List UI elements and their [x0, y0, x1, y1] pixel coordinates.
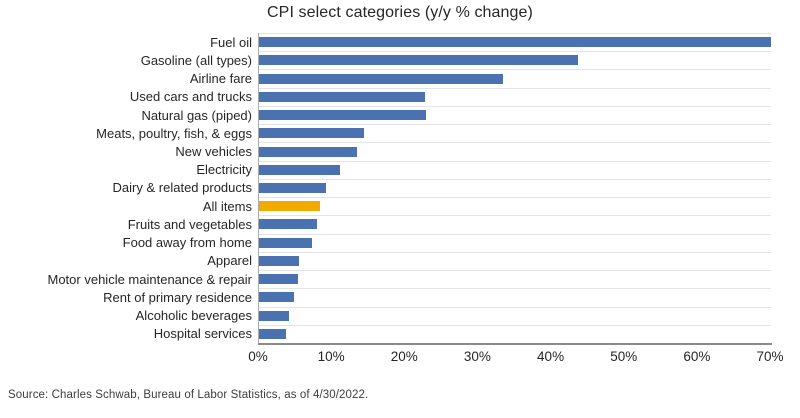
bar: 5.3	[259, 274, 298, 285]
category-label: Motor vehicle maintenance & repair	[47, 271, 253, 287]
plot-area: 70 43.6 33.3 22.7 22.8 14.4 13.4 11.1 9.2 8.4 7.9 7…	[258, 33, 771, 343]
bar: 7.3	[259, 237, 313, 248]
gridline	[259, 142, 771, 144]
bar: 9.2	[259, 183, 327, 193]
category-label: Used cars and trucks	[129, 89, 252, 105]
category-axis: Fuel oil Gasoline (all types) Airline fare…	[0, 33, 253, 343]
gridline	[259, 306, 771, 308]
category-label: Apparel	[207, 253, 252, 269]
category-label: Airline fare	[189, 71, 252, 87]
gridline	[259, 51, 771, 53]
gridline	[259, 160, 771, 162]
gridline	[259, 270, 771, 272]
category-label: Food away from home	[122, 235, 252, 251]
gridline	[259, 87, 771, 89]
gridline	[259, 233, 771, 235]
category-label: Gasoline (all types)	[140, 52, 252, 68]
category-label: Rent of primary residence	[103, 289, 252, 305]
bar: 14.4	[259, 128, 365, 139]
category-label: Meats, poultry, fish, & eggs	[96, 125, 252, 141]
gridline	[259, 324, 771, 326]
gridline	[259, 197, 771, 199]
category-label: Hospital services	[153, 326, 252, 342]
x-tick-label: 70%	[756, 349, 784, 364]
x-tick-label: 30%	[463, 349, 491, 364]
x-axis-line	[258, 343, 772, 345]
gridline	[259, 288, 771, 290]
bar: 11.1	[259, 164, 341, 175]
category-label: Fuel oil	[210, 34, 252, 50]
x-tick-label: 20%	[390, 349, 418, 364]
category-label: Natural gas (piped)	[141, 107, 252, 123]
bar: 4.8	[259, 292, 295, 303]
bar: 7.9	[259, 219, 317, 230]
bar: 70	[259, 37, 771, 48]
chart-title: CPI select categories (y/y % change)	[267, 4, 533, 21]
bar: 22.8	[259, 110, 426, 121]
category-label: Dairy & related products	[112, 180, 252, 196]
gridline	[259, 124, 771, 126]
bar: 22.7	[259, 91, 426, 102]
category-label: All items	[202, 198, 252, 214]
gridline	[259, 105, 771, 107]
x-tick-label: 40%	[537, 349, 565, 364]
bar: 43.6	[259, 55, 578, 66]
gridline	[259, 251, 771, 253]
x-tick-label: 0%	[248, 349, 268, 364]
bar: 4.1	[259, 310, 289, 321]
bar: 13.4	[259, 146, 357, 157]
x-tick-label: 50%	[610, 349, 638, 364]
category-label: Fruits and vegetables	[127, 216, 252, 232]
bar: 33.3	[259, 73, 503, 84]
category-label: New vehicles	[175, 144, 252, 160]
category-label: Alcoholic beverages	[135, 308, 252, 324]
x-tick-label: 10%	[317, 349, 345, 364]
bar: 3.7	[259, 328, 287, 339]
gridline	[259, 69, 771, 71]
gridline	[259, 215, 771, 217]
bar: 5.5	[259, 255, 300, 266]
x-tick-label: 60%	[683, 349, 711, 364]
bar-all-items: 8.4	[259, 201, 321, 212]
gridline	[259, 33, 771, 34]
source-note: Source: Charles Schwab, Bureau of Labor …	[8, 389, 369, 401]
gridline	[259, 178, 771, 180]
x-tick-labels: 0% 10% 20% 30% 40% 50% 60% 70%	[248, 349, 783, 367]
category-label: Electricity	[196, 162, 252, 178]
